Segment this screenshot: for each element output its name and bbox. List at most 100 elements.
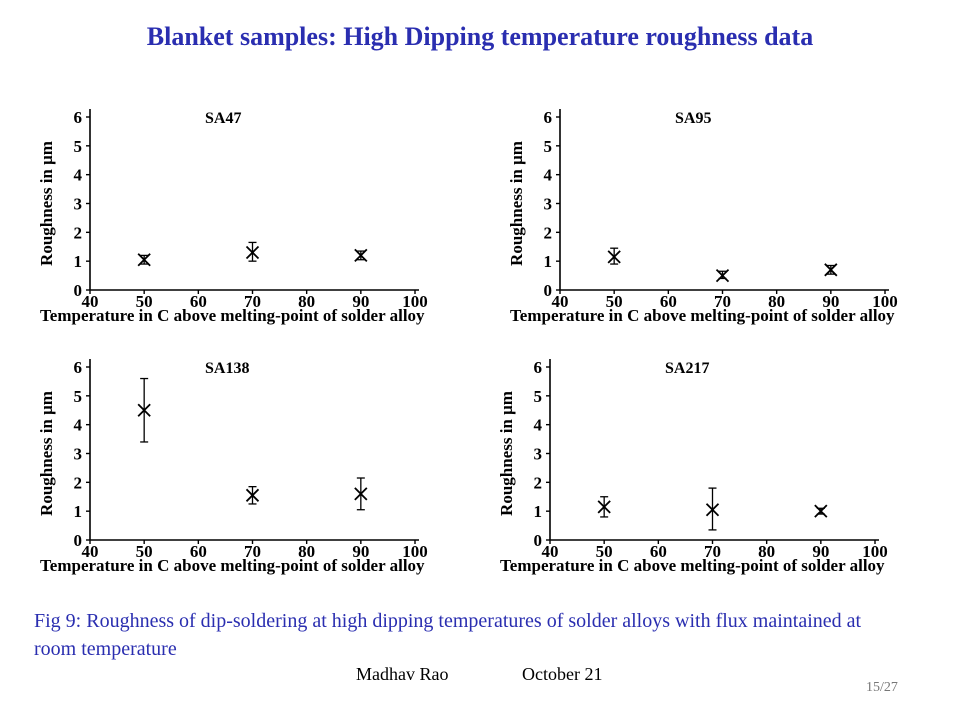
x-marker-stroke: [354, 487, 368, 501]
chart-sa95: 0 1 2 3 4 5 6 40 50 60 70 80 90 100 Temperature in C a…: [500, 95, 950, 330]
slide-title: Blanket samples: High Dipping temperatur…: [146, 22, 814, 51]
y-tick-label: 3: [534, 445, 543, 464]
y-tick-label: 5: [74, 137, 83, 156]
data-point: [607, 247, 621, 265]
x-marker-stroke: [597, 500, 611, 514]
page-number: 15/27: [866, 680, 898, 695]
y-tick-label: 0: [74, 281, 83, 300]
y-tick-label: 2: [74, 473, 83, 492]
x-marker-stroke: [245, 245, 260, 260]
x-tick-label: 80: [298, 292, 315, 311]
y-tick-label: 1: [74, 502, 83, 521]
chart-title: SA95: [675, 110, 711, 127]
y-tick-label: 3: [74, 195, 83, 214]
chart-title: SA217: [665, 360, 709, 377]
y-axis-label: Roughness in μm: [497, 391, 516, 516]
y-tick-label: 2: [74, 223, 83, 242]
x-tick-label: 70: [714, 292, 731, 311]
x-tick-label: 100: [402, 542, 428, 561]
x-tick-label: 50: [136, 292, 153, 311]
x-tick-label: 90: [812, 542, 829, 561]
y-tick-label: 6: [534, 358, 543, 377]
x-marker-stroke: [814, 504, 828, 518]
x-marker-stroke: [245, 488, 260, 502]
y-tick-label: 3: [544, 195, 553, 214]
data-point: [354, 477, 368, 511]
x-tick-label: 50: [596, 542, 613, 561]
data-point: [814, 504, 828, 518]
y-tick-label: 5: [544, 137, 553, 156]
y-tick-label: 6: [544, 108, 553, 127]
x-tick-label: 50: [136, 542, 153, 561]
x-tick-label: 70: [704, 542, 721, 561]
y-tick-label: 6: [74, 108, 83, 127]
x-tick-label: 100: [872, 292, 898, 311]
x-tick-label: 70: [244, 292, 261, 311]
y-tick-label: 6: [74, 358, 83, 377]
x-axis-label: Temperature in C above melting-point of …: [40, 306, 425, 325]
data-point: [245, 486, 260, 505]
chart-sa47: 0 1 2 3 4 5 6 40 50 60 70 80 90 100 Temperature in C a…: [30, 95, 480, 330]
data-point: [245, 241, 260, 262]
x-tick-label: 60: [660, 292, 677, 311]
footer-author: Madhav Rao: [356, 664, 449, 684]
x-tick-label: 60: [190, 292, 207, 311]
y-tick-label: 5: [534, 387, 543, 406]
x-marker-stroke: [715, 268, 730, 283]
data-point: [137, 377, 151, 443]
data-point: [824, 263, 838, 277]
y-axis-label: Roughness in μm: [37, 141, 56, 266]
chart-sa138: 0 1 2 3 4 5 6 40 50 60 70 80 90 100 Temperature in C a…: [30, 345, 480, 580]
y-tick-label: 0: [544, 281, 553, 300]
x-axis-label: Temperature in C above melting-point of …: [510, 306, 895, 325]
x-tick-label: 90: [352, 542, 369, 561]
data-point: [715, 268, 730, 283]
y-axis-label: Roughness in μm: [37, 391, 56, 516]
figure-caption: Fig 9: Roughness of dip-soldering at hig…: [34, 610, 862, 660]
data-point: [597, 496, 611, 518]
y-tick-label: 1: [544, 252, 553, 271]
x-tick-label: 100: [862, 542, 888, 561]
data-point: [137, 253, 151, 267]
y-tick-label: 1: [74, 252, 83, 271]
y-tick-label: 4: [534, 416, 543, 435]
x-tick-label: 40: [542, 542, 559, 561]
x-marker-stroke: [824, 263, 838, 277]
x-tick-label: 40: [552, 292, 569, 311]
y-tick-label: 5: [74, 387, 83, 406]
x-marker-stroke: [137, 253, 151, 267]
y-tick-label: 2: [534, 473, 543, 492]
x-marker-stroke: [705, 503, 720, 517]
x-tick-label: 80: [758, 542, 775, 561]
chart-title: SA138: [205, 360, 249, 377]
footer-date: October 21: [522, 664, 603, 684]
y-axis-label: Roughness in μm: [507, 141, 526, 266]
x-axis-label: Temperature in C above melting-point of …: [500, 556, 885, 575]
y-tick-label: 4: [74, 416, 83, 435]
y-tick-label: 0: [534, 531, 543, 550]
x-tick-label: 90: [822, 292, 839, 311]
chart-sa217: 0 1 2 3 4 5 6 40 50 60 70 80 90 100 Temperature in C a…: [490, 345, 940, 580]
x-tick-label: 80: [298, 542, 315, 561]
y-tick-label: 0: [74, 531, 83, 550]
x-marker-stroke: [137, 403, 151, 417]
data-point: [354, 248, 368, 263]
y-tick-label: 2: [544, 223, 553, 242]
x-axis-label: Temperature in C above melting-point of …: [40, 556, 425, 575]
x-marker-stroke: [354, 248, 368, 263]
y-tick-label: 4: [74, 166, 83, 185]
y-tick-label: 1: [534, 502, 543, 521]
x-tick-label: 50: [606, 292, 623, 311]
x-tick-label: 70: [244, 542, 261, 561]
data-point: [705, 487, 720, 531]
chart-title: SA47: [205, 110, 241, 127]
y-tick-label: 3: [74, 445, 83, 464]
x-tick-label: 60: [650, 542, 667, 561]
x-tick-label: 100: [402, 292, 428, 311]
y-tick-label: 4: [544, 166, 553, 185]
x-marker-stroke: [607, 250, 621, 264]
